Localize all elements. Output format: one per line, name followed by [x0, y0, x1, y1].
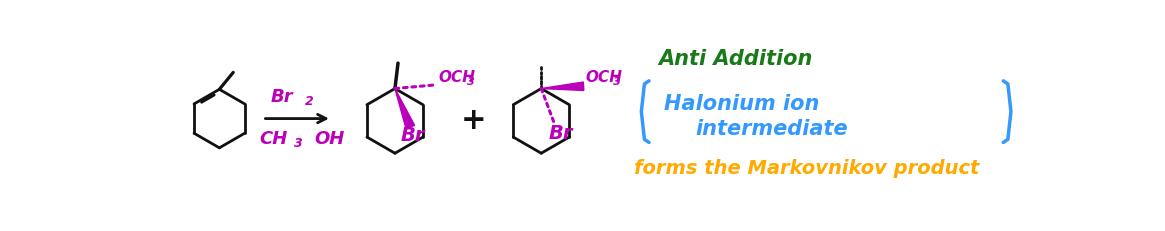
Text: 3: 3	[294, 137, 303, 150]
Text: Br: Br	[270, 88, 294, 106]
Polygon shape	[542, 82, 584, 91]
Text: CH: CH	[260, 130, 288, 148]
Text: intermediate: intermediate	[696, 119, 848, 139]
Polygon shape	[395, 88, 415, 129]
Text: forms the Markovnikov product: forms the Markovnikov product	[634, 159, 979, 178]
Text: Br: Br	[401, 126, 425, 145]
Text: 3: 3	[613, 77, 621, 87]
Text: Anti Addition: Anti Addition	[658, 49, 813, 69]
Text: OH: OH	[315, 130, 345, 148]
Text: 3: 3	[466, 77, 474, 87]
Text: Br: Br	[549, 124, 573, 143]
Text: 2: 2	[305, 95, 313, 108]
Text: OCH: OCH	[585, 70, 622, 85]
Text: OCH: OCH	[438, 70, 475, 85]
Text: +: +	[460, 106, 486, 135]
Text: Halonium ion: Halonium ion	[664, 94, 820, 114]
